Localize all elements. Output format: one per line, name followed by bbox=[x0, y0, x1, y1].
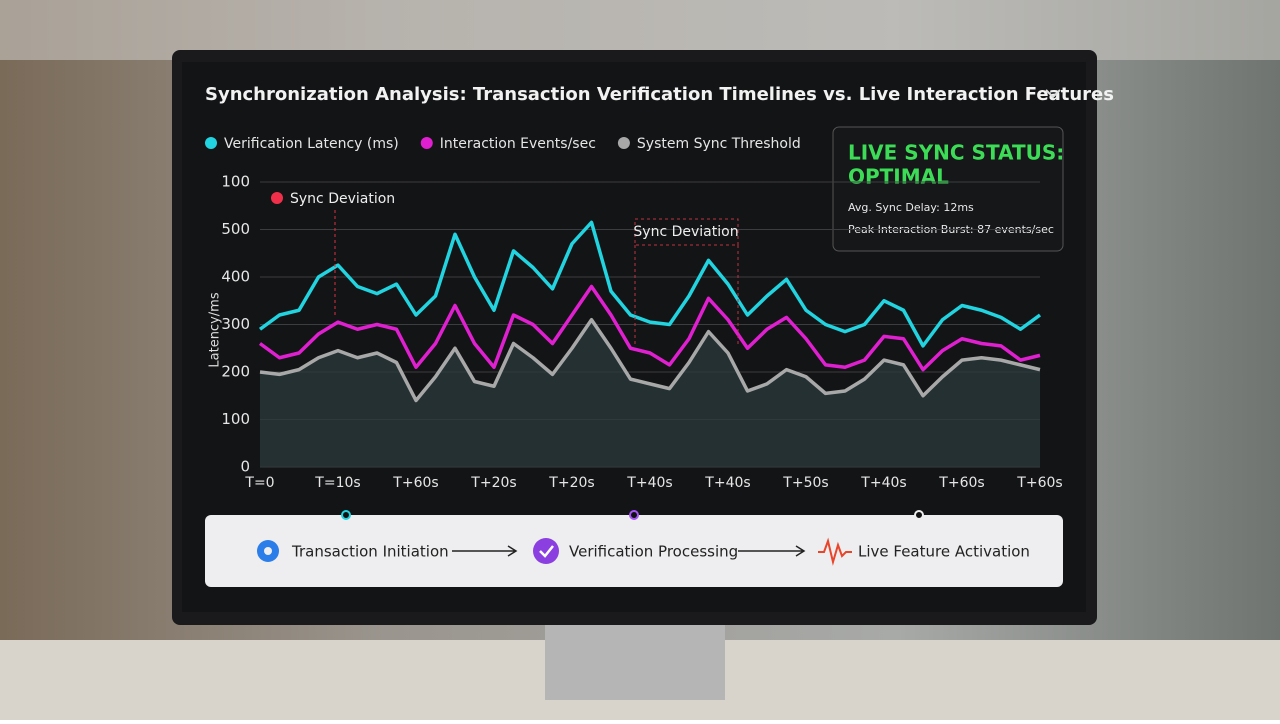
flow-arrow bbox=[738, 545, 806, 557]
x-tick-label: T=0 bbox=[244, 475, 274, 491]
x-tick-label: T+40s bbox=[704, 475, 750, 491]
y-tick-label: 200 bbox=[221, 363, 250, 381]
status-line: Avg. Sync Delay: 12ms bbox=[848, 201, 974, 214]
stand bbox=[545, 620, 725, 700]
line bbox=[259, 318, 1041, 403]
legend-swatch bbox=[420, 137, 433, 149]
chevron bbox=[1045, 89, 1061, 99]
flow-step: Verification Processing bbox=[569, 543, 738, 561]
y-tick-label: 100 bbox=[221, 410, 250, 428]
legend-label: System Sync Threshold bbox=[637, 136, 801, 152]
x-tick-label: T=10s bbox=[314, 475, 360, 491]
legend-swatch bbox=[205, 137, 217, 149]
x-tick-label: T+20s bbox=[470, 475, 516, 491]
gear-icon-hole bbox=[264, 547, 272, 555]
flow-step: Transaction Initiation bbox=[291, 543, 449, 561]
line bbox=[258, 220, 1042, 348]
legend-label: Verification Latency (ms) bbox=[224, 136, 399, 152]
y-tick-label: 400 bbox=[221, 268, 250, 286]
x-tick-label: T+40s bbox=[860, 475, 906, 491]
annotation: Sync Deviation bbox=[633, 224, 738, 240]
flow-dot bbox=[629, 510, 639, 520]
status-box bbox=[832, 126, 1064, 252]
y-tick-label: 0 bbox=[240, 458, 250, 476]
flow-arrow bbox=[452, 545, 518, 557]
y-tick-label: 100 bbox=[221, 173, 250, 191]
annotation: Sync Deviation bbox=[290, 191, 395, 207]
status-state: OPTIMAL bbox=[848, 165, 949, 189]
legend-swatch bbox=[617, 137, 630, 149]
y-tick-label: 300 bbox=[221, 315, 250, 333]
flow-panel bbox=[205, 515, 1063, 587]
pulse-icon bbox=[818, 537, 852, 566]
y-axis-label: Latency/ms bbox=[208, 292, 223, 367]
annotation-dot bbox=[271, 192, 283, 204]
x-tick-label: T+40s bbox=[626, 475, 672, 491]
x-tick-label: T+60s bbox=[938, 475, 984, 491]
flow-dot bbox=[341, 510, 351, 520]
status-heading: LIVE SYNC STATUS: bbox=[848, 141, 1064, 165]
y-tick-label: 500 bbox=[221, 220, 250, 238]
x-tick-label: T+50s bbox=[782, 475, 828, 491]
area bbox=[260, 319, 1040, 467]
line bbox=[258, 284, 1041, 372]
legend-label: Interaction Events/sec bbox=[440, 136, 596, 152]
x-tick-label: T+20s bbox=[548, 475, 594, 491]
chart-title: Synchronization Analysis: Transaction Ve… bbox=[205, 84, 1114, 105]
x-tick-label: T+60s bbox=[392, 475, 438, 491]
annotation-arrow bbox=[634, 245, 739, 345]
check-icon bbox=[533, 538, 559, 564]
annotation-box bbox=[634, 218, 739, 246]
flow-dot bbox=[914, 510, 924, 520]
flow-step: Live Feature Activation bbox=[858, 543, 1030, 561]
check-mark bbox=[539, 545, 554, 558]
x-tick-label: T+60s bbox=[1016, 475, 1062, 491]
